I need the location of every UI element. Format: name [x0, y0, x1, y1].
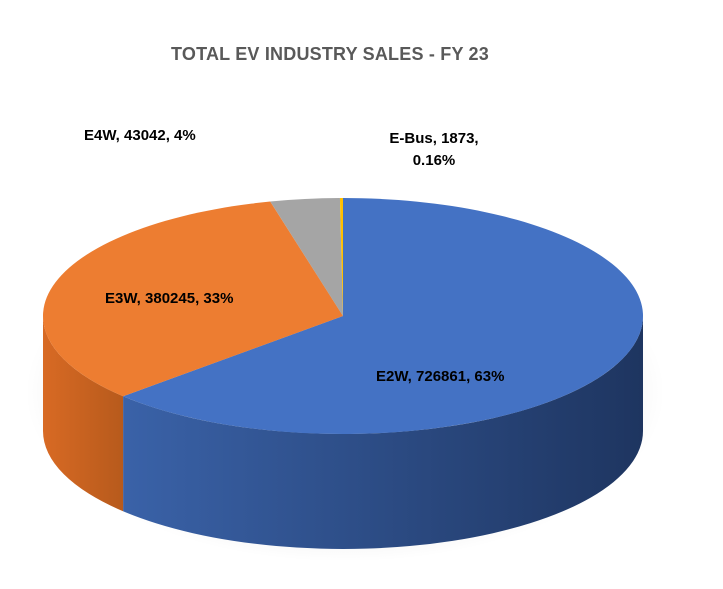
pie-slice-e2w [123, 198, 644, 434]
data-label-e-bus-line-1: E-Bus, 1873, [389, 130, 479, 147]
pie-slice-e-bus [339, 198, 343, 316]
data-label-e3w: E3W, 380245, 33% [105, 290, 234, 307]
pie-slice-e3w [42, 201, 343, 397]
data-label-e2w: E2W, 726861, 63% [376, 368, 505, 385]
data-label-e-bus: E-Bus, 1873, 0.16% [378, 128, 490, 172]
pie-side-e2w [123, 316, 644, 549]
pie-slice-e4w [270, 198, 343, 316]
data-label-e-bus-line-2: 0.16% [412, 152, 456, 169]
chart-title: TOTAL EV INDUSTRY SALES - FY 23 [171, 44, 489, 64]
pie-side-e3w [43, 316, 124, 512]
data-label-e4w: E4W, 43042, 4% [84, 127, 196, 144]
